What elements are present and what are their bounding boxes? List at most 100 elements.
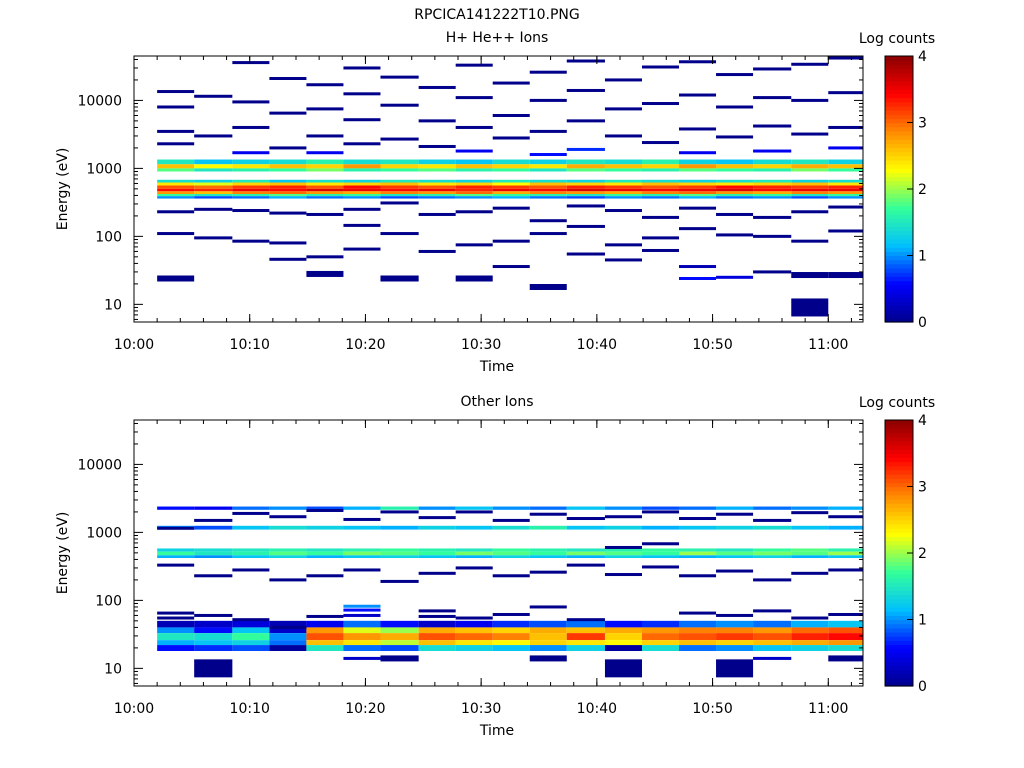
heatmap-cell <box>566 633 605 641</box>
heatmap-cell <box>566 168 605 172</box>
heatmap-cell <box>566 164 605 169</box>
heatmap-cell <box>791 164 829 169</box>
heatmap-cell <box>455 191 493 194</box>
heatmap-cell <box>529 196 567 199</box>
colorbar-strip <box>885 155 913 161</box>
colorbar-strip <box>885 201 913 207</box>
heatmap-cell <box>492 265 530 269</box>
heatmap-cell <box>679 574 717 578</box>
heatmap-cell <box>418 168 456 172</box>
heatmap-cell <box>753 149 792 153</box>
heatmap-cell <box>753 525 792 530</box>
heatmap-cell <box>492 239 530 243</box>
heatmap-cell <box>753 234 792 238</box>
colorbar-strip <box>885 234 913 240</box>
heatmap-cell <box>679 127 717 131</box>
heatmap-cell <box>828 205 863 209</box>
heatmap-cell <box>418 645 456 651</box>
heatmap-cell <box>828 188 863 192</box>
heatmap-cell <box>269 159 307 165</box>
heatmap-cell <box>566 204 605 208</box>
heatmap-cell <box>343 92 381 96</box>
heatmap-cell <box>791 627 829 634</box>
heatmap-cell <box>232 568 270 572</box>
colorbar-strip <box>885 259 913 265</box>
heatmap-cell <box>679 179 717 183</box>
colorbar-strip <box>885 176 913 182</box>
heatmap-cell <box>492 191 530 194</box>
heatmap-cell <box>604 182 642 186</box>
heatmap-cell <box>791 191 829 194</box>
y-axis-label: Energy (eV) <box>55 512 71 595</box>
heatmap-cell <box>380 525 419 530</box>
colorbar-strip <box>885 276 913 282</box>
heatmap-cell <box>604 258 642 262</box>
heatmap-cell <box>157 640 195 646</box>
colorbar-strip <box>885 85 913 90</box>
heatmap-cell <box>492 555 530 558</box>
heatmap-cell <box>641 191 680 194</box>
heatmap-cell <box>791 132 829 136</box>
heatmap-cell <box>306 212 344 216</box>
colorbar-strip <box>885 267 913 273</box>
heatmap-cell <box>529 627 567 634</box>
heatmap-cell <box>269 578 307 582</box>
colorbar-strip <box>885 122 913 128</box>
heatmap-cell <box>232 168 270 172</box>
heatmap-cell <box>418 159 456 165</box>
heatmap-cell <box>269 164 307 169</box>
heatmap-cell <box>791 272 829 279</box>
heatmap-cell <box>269 179 307 183</box>
heatmap-cell <box>306 107 344 111</box>
axes: 10:00 10:10 10:20 10:30 10:40 10:50 11:00 10 100… <box>77 56 863 353</box>
heatmap-cell <box>679 640 717 646</box>
heatmap-cell <box>455 164 493 169</box>
colorbar-strip <box>885 611 913 616</box>
heatmap-cell <box>455 275 493 282</box>
heatmap-cell <box>566 252 605 256</box>
heatmap-cell <box>418 193 456 197</box>
heatmap-cell <box>716 613 754 617</box>
heatmap-cell <box>157 168 195 172</box>
heatmap-cell <box>306 159 344 165</box>
heatmap-cell <box>455 185 493 189</box>
heatmap-cell <box>828 548 863 552</box>
x-tick-label: 10:30 <box>461 701 501 717</box>
colorbar-strip <box>885 222 913 228</box>
colorbar-strip <box>885 292 913 298</box>
heatmap-cell <box>529 185 567 189</box>
heatmap-cell <box>828 612 863 616</box>
heatmap-cells <box>157 506 863 678</box>
colorbar-strip <box>885 97 913 103</box>
heatmap-cell <box>380 191 419 194</box>
heatmap-cell <box>194 196 233 199</box>
colorbar-strip <box>885 627 913 633</box>
heatmap-cell <box>566 119 605 123</box>
colorbar-strip <box>885 105 913 111</box>
heatmap-cell <box>641 141 680 145</box>
heatmap-cell <box>679 151 717 155</box>
heatmap-cell <box>232 548 270 552</box>
colorbar-strip <box>885 168 913 173</box>
heatmap-cell <box>641 182 680 186</box>
colorbar-strip <box>885 440 913 446</box>
heatmap-cell <box>157 627 195 634</box>
heatmap-cell <box>529 512 567 516</box>
heatmap-cell <box>194 506 233 510</box>
heatmap-cell <box>492 633 530 641</box>
heatmap-cell <box>679 206 717 210</box>
heatmap-cell <box>232 164 270 169</box>
heatmap-cell <box>753 196 792 199</box>
heatmap-cell <box>194 518 233 522</box>
heatmap-cell <box>716 188 754 192</box>
heatmap-cell <box>380 506 419 510</box>
heatmap-cell <box>380 232 419 236</box>
heatmap-cell <box>641 196 680 199</box>
heatmap-cell <box>791 511 829 515</box>
colorbar-strip <box>885 461 913 467</box>
colorbar-strip <box>885 656 913 662</box>
heatmap-cell <box>380 164 419 169</box>
heatmap-cell <box>269 196 307 199</box>
heatmap-cell <box>529 159 567 165</box>
heatmap-cell <box>157 179 195 183</box>
